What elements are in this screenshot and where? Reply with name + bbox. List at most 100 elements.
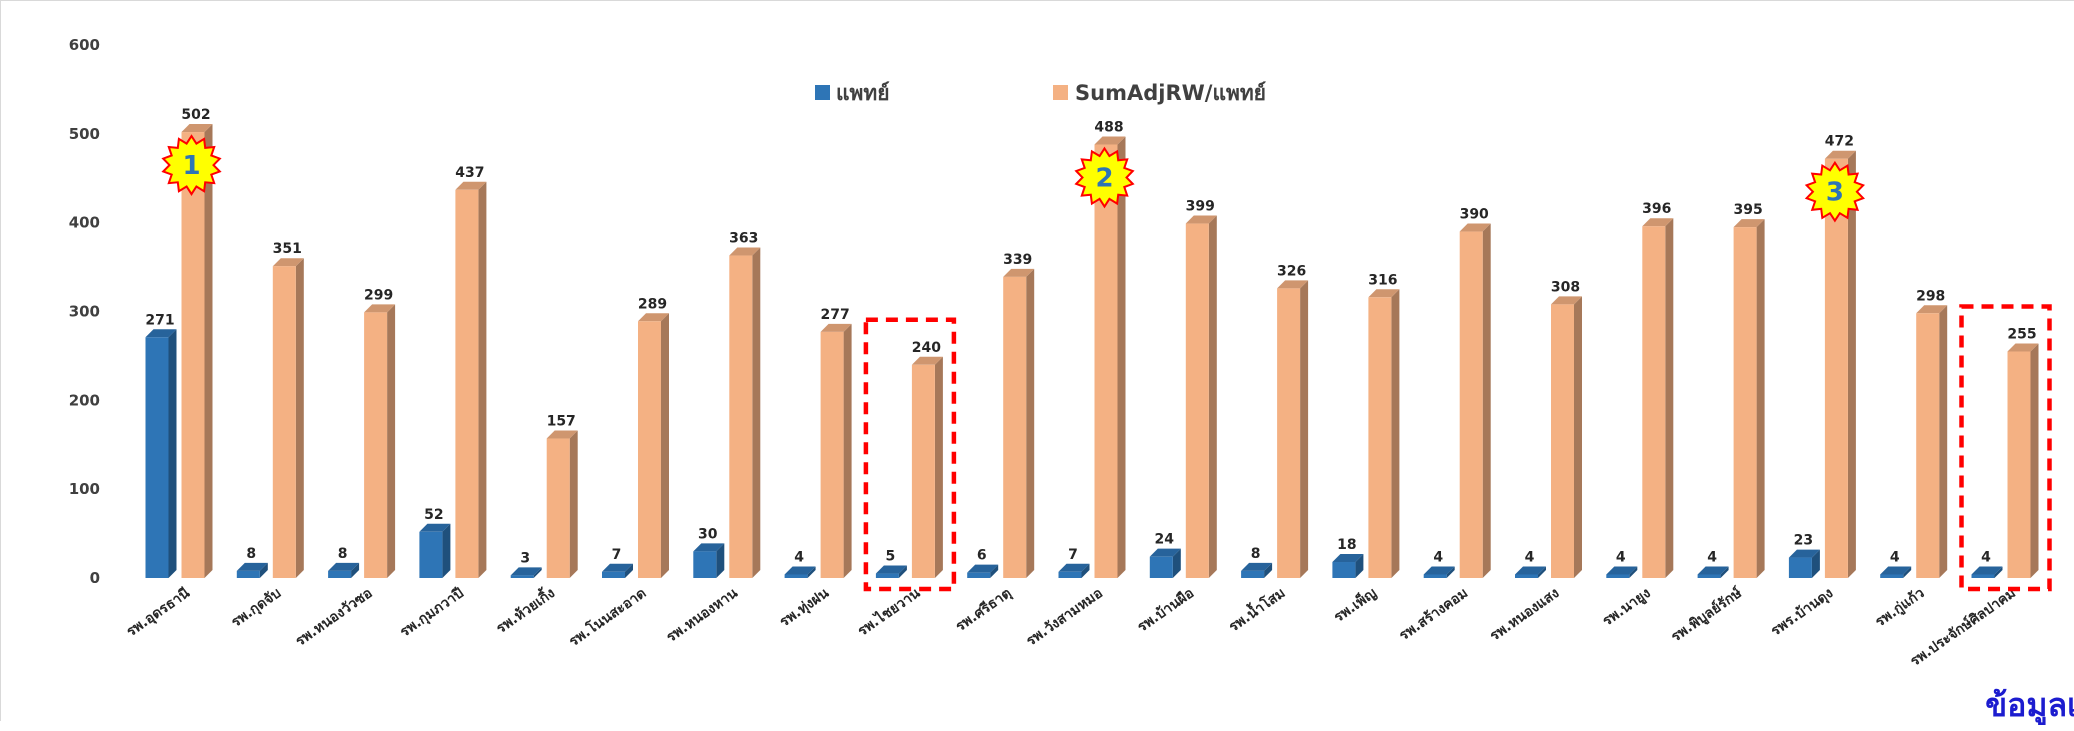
- bar-sumadjrw-top: [364, 304, 396, 313]
- bar-physicians-side: [1538, 566, 1546, 578]
- bar-physicians: [1697, 574, 1721, 578]
- bar-sumadjrw: [546, 438, 570, 578]
- y-tick-label: 500: [69, 125, 100, 143]
- bar-sumadjrw: [911, 364, 935, 578]
- bar-physicians-side: [1081, 563, 1090, 578]
- bar-sumadjrw-side: [661, 313, 669, 578]
- category-label: รพ.บ้านผือ: [1135, 585, 1197, 635]
- data-label-sumadjrw: 472: [1825, 134, 1854, 150]
- y-tick-label: 100: [69, 480, 100, 498]
- category-label: รพ.หนองแสง: [1487, 585, 1562, 644]
- bar-physicians-top: [967, 564, 999, 573]
- bar-physicians-side: [1172, 548, 1181, 578]
- bar-physicians: [1423, 574, 1447, 578]
- bar-sumadjrw-side: [1574, 296, 1582, 578]
- data-label-physicians: 30: [698, 526, 718, 542]
- y-tick-label: 300: [69, 303, 100, 321]
- bar-sumadjrw: [1094, 144, 1118, 578]
- category-label: รพร.บ้านดุง: [1768, 585, 1836, 639]
- bar-sumadjrw-side: [1756, 219, 1765, 578]
- bar-physicians-top: [419, 523, 451, 532]
- legend-label: แพทย์: [836, 81, 890, 105]
- bar-physicians-top: [1788, 549, 1820, 558]
- bar-physicians: [1058, 571, 1082, 578]
- bar-sumadjrw-top: [820, 323, 852, 332]
- data-label-physicians: 4: [794, 549, 804, 565]
- bar-sumadjrw-top: [1642, 218, 1674, 227]
- bar-sumadjrw: [729, 255, 753, 578]
- bar-physicians: [1971, 574, 1995, 578]
- data-label-sumadjrw: 277: [820, 307, 849, 323]
- bar-sumadjrw: [1003, 276, 1027, 578]
- category-label: รพ.โนนสะอาด: [565, 584, 649, 650]
- category-label: รพ.น้ำโสม: [1224, 582, 1289, 636]
- data-label-sumadjrw: 395: [1733, 202, 1762, 218]
- legend-swatch: [1053, 85, 1068, 100]
- bar-physicians-top: [1058, 563, 1090, 572]
- bar-sumadjrw: [1368, 297, 1392, 578]
- bar-physicians-top: [510, 567, 542, 576]
- category-label: รพ.พิบูลย์รักษ์: [1668, 584, 1745, 645]
- bar-sumadjrw-side: [2030, 343, 2039, 578]
- data-label-physicians: 4: [1525, 549, 1535, 565]
- bar-physicians-side: [168, 329, 177, 578]
- bar-sumadjrw-top: [1185, 215, 1217, 224]
- legend-label: SumAdjRW/แพทย์: [1075, 81, 1266, 105]
- bar-physicians-top: [145, 329, 177, 338]
- bar-sumadjrw-side: [204, 124, 213, 578]
- category-label: รพ.นายูง: [1600, 585, 1654, 629]
- bar-physicians-side: [1629, 566, 1638, 578]
- data-label-physicians: 8: [338, 546, 348, 562]
- bar-physicians: [1606, 574, 1630, 578]
- data-label-sumadjrw: 399: [1186, 199, 1215, 215]
- bar-sumadjrw: [1551, 304, 1574, 578]
- data-label-sumadjrw: 316: [1368, 272, 1397, 288]
- bar-sumadjrw-side: [1847, 150, 1856, 578]
- data-label-physicians: 271: [145, 312, 174, 328]
- data-label-sumadjrw: 363: [729, 231, 758, 247]
- bar-physicians-top: [1241, 562, 1273, 571]
- highlight-box: [863, 317, 957, 592]
- bar-sumadjrw-top: [911, 356, 943, 365]
- bar-sumadjrw: [181, 132, 205, 578]
- bar-sumadjrw-top: [2007, 343, 2039, 352]
- data-label-physicians: 8: [1251, 546, 1261, 562]
- y-tick-label: 600: [69, 36, 100, 54]
- footer-note: ข้อมูลเ: [1985, 686, 2074, 724]
- bar-physicians-top: [1332, 554, 1364, 563]
- data-label-physicians: 18: [1337, 537, 1356, 553]
- bar-physicians-top: [1423, 566, 1455, 575]
- bar-physicians-side: [351, 562, 360, 578]
- bar-sumadjrw: [272, 266, 296, 578]
- bar-physicians-side: [259, 562, 268, 578]
- bar-sumadjrw-top: [1824, 150, 1856, 159]
- bar-sumadjrw-side: [569, 430, 578, 578]
- bar-physicians-top: [1149, 548, 1181, 557]
- data-label-sumadjrw: 255: [2007, 326, 2036, 342]
- bar-physicians-side: [1903, 566, 1912, 578]
- category-label: รพ.กุมภวาปี: [397, 585, 467, 640]
- bar-sumadjrw-top: [1459, 223, 1491, 232]
- data-label-physicians: 8: [246, 546, 256, 562]
- bar-sumadjrw-top: [455, 181, 487, 190]
- bar-physicians: [328, 570, 352, 578]
- category-label: รพ.สร้างคอม: [1396, 585, 1471, 644]
- bar-physicians-top: [784, 566, 816, 575]
- data-label-sumadjrw: 299: [364, 287, 393, 303]
- bar-physicians-side: [1355, 554, 1364, 578]
- bar-physicians-side: [1811, 549, 1820, 578]
- y-tick-label: 200: [69, 391, 100, 409]
- bar-sumadjrw-side: [1117, 136, 1126, 578]
- bar-sumadjrw-top: [1003, 268, 1035, 277]
- bar-sumadjrw: [1733, 227, 1757, 578]
- bar-physicians-side: [625, 563, 633, 578]
- data-label-physicians: 5: [886, 549, 896, 565]
- bar-physicians-side: [1264, 562, 1273, 578]
- bar-physicians: [1515, 574, 1538, 578]
- data-label-physicians: 7: [1068, 547, 1078, 563]
- bar-sumadjrw-side: [1300, 280, 1309, 578]
- bar-physicians-top: [1880, 566, 1912, 575]
- data-label-physicians: 4: [1890, 549, 1900, 565]
- rank-badge-label: 2: [1095, 163, 1113, 193]
